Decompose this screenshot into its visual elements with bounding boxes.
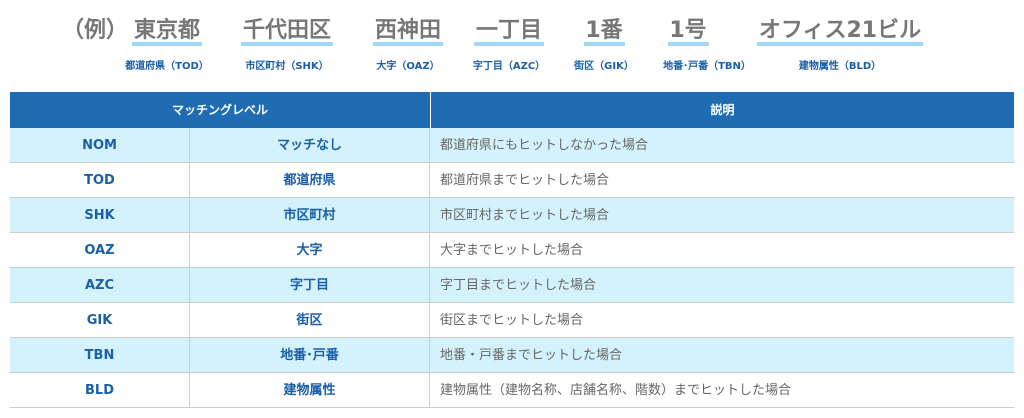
table-cell: AZC (10, 268, 190, 303)
example-term: 千代田区 (242, 18, 332, 43)
table-cell: 字丁目 (190, 268, 430, 303)
example-code: 街区（GIK） (574, 61, 634, 72)
table-cell: 市区町村 (190, 198, 430, 233)
table-cell: 建物属性（建物名称、店舗名称、階数）までヒットした場合 (430, 373, 1014, 408)
table-cell: 都道府県 (190, 163, 430, 198)
example-underline (757, 42, 923, 46)
table-cell: 地番･戸番 (190, 338, 430, 373)
table-cell: SHK (10, 198, 190, 233)
table-cell: 大字までヒットした場合 (430, 233, 1014, 268)
table-cell: TOD (10, 163, 190, 198)
table-cell: 建物属性 (190, 373, 430, 408)
example-term: 一丁目 (475, 18, 543, 43)
example-term: 東京都 (133, 18, 201, 43)
example-term: 西神田 (374, 18, 442, 43)
example-underline (474, 42, 544, 46)
header-cell: 説明 (431, 92, 1014, 128)
example-code: 地番･戸番（TBN） (663, 61, 751, 72)
table-cell: 市区町村までヒットした場合 (430, 198, 1014, 233)
example-underline (373, 42, 443, 46)
table-cell: 都道府県までヒットした場合 (430, 163, 1014, 198)
table-cell: 字丁目までヒットした場合 (430, 268, 1014, 303)
example-underline (241, 42, 333, 46)
example-underline (667, 42, 709, 46)
table-cell: 街区までヒットした場合 (430, 303, 1014, 338)
example-code: 大字（OAZ） (376, 61, 440, 72)
example-code: 都道府県（TOD） (125, 61, 209, 72)
example-code: 字丁目（AZC） (472, 61, 546, 72)
table-cell: 地番・戸番までヒットした場合 (430, 338, 1014, 373)
table-cell: 都道府県にもヒットしなかった場合 (430, 128, 1014, 163)
example-term: 1号 (669, 18, 707, 43)
table-cell: マッチなし (190, 128, 430, 163)
table-cell: NOM (10, 128, 190, 163)
table-cell: BLD (10, 373, 190, 408)
example-term: オフィス21ビル (758, 18, 922, 43)
example-underline (583, 42, 625, 46)
example-underline (132, 42, 202, 46)
table-cell: OAZ (10, 233, 190, 268)
table-cell: TBN (10, 338, 190, 373)
table-cell: GIK (10, 303, 190, 338)
example-code: 市区町村（SHK） (245, 61, 329, 72)
header-cell: マッチングレベル (10, 92, 431, 128)
table-cell: 大字 (190, 233, 430, 268)
example-label: （例） (62, 18, 129, 43)
table-cell: 街区 (190, 303, 430, 338)
example-code: 建物属性（BLD） (798, 61, 882, 72)
example-term: 1番 (585, 18, 623, 43)
